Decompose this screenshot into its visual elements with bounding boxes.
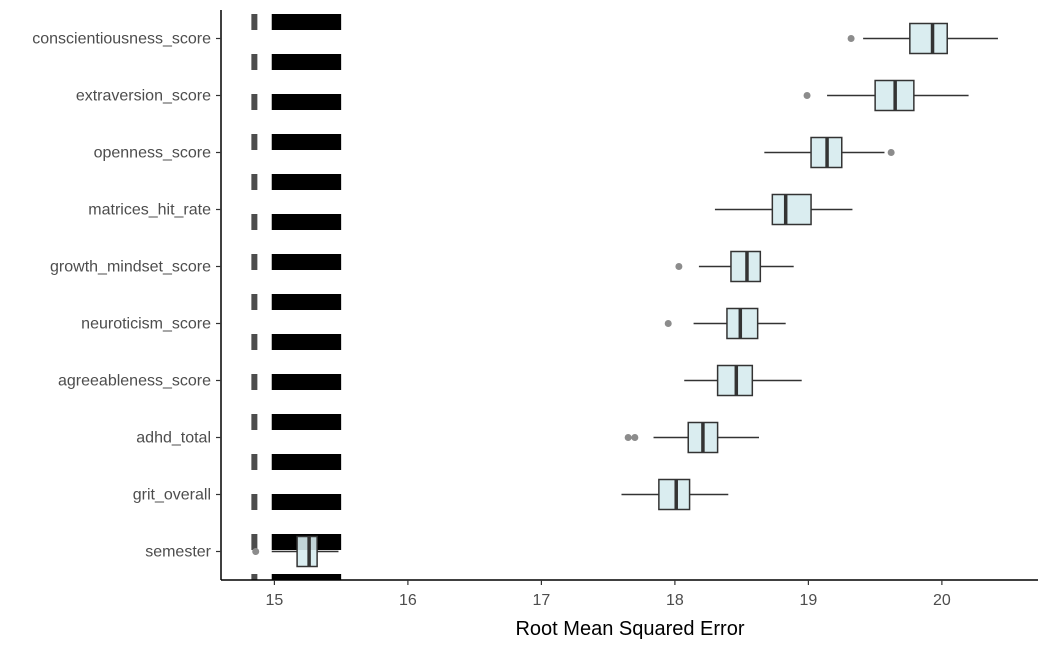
axes-layer: conscientiousness_score extraversion_scor… xyxy=(32,10,1038,609)
box-grit_overall xyxy=(621,478,729,511)
box-matrices_hit_rate xyxy=(714,193,853,226)
y-tick-label: neuroticism_score xyxy=(81,316,211,333)
iqr-box xyxy=(658,478,691,511)
outlier-point xyxy=(631,434,639,441)
outlier-point xyxy=(887,149,895,156)
y-tick-label: agreeableness_score xyxy=(58,373,211,390)
iqr-box xyxy=(726,307,759,340)
reference-layer xyxy=(251,10,342,580)
x-tick-label: 18 xyxy=(666,592,684,609)
y-tick-label: adhd_total xyxy=(136,430,211,447)
box-adhd_total xyxy=(624,421,759,454)
x-tick-label: 16 xyxy=(399,592,417,609)
x-axis-label: Root Mean Squared Error xyxy=(515,618,744,640)
box-extraversion_score xyxy=(803,79,969,112)
iqr-box xyxy=(296,535,318,568)
box-neuroticism_score xyxy=(664,307,786,340)
box-semester xyxy=(252,535,339,568)
outlier-point xyxy=(675,263,683,270)
outlier-point xyxy=(847,35,855,42)
y-tick-label: conscientiousness_score xyxy=(32,31,211,48)
box-agreeableness_score xyxy=(684,364,802,397)
boxes-layer xyxy=(252,22,998,568)
y-tick-label: growth_mindset_score xyxy=(50,259,211,276)
outlier-point xyxy=(803,92,811,99)
outlier-point xyxy=(624,434,632,441)
x-tick-label: 17 xyxy=(532,592,550,609)
y-tick-label: grit_overall xyxy=(133,487,211,504)
box-conscientiousness_score xyxy=(847,22,998,55)
outlier-point xyxy=(252,548,260,555)
iqr-box xyxy=(771,193,812,226)
outlier-point xyxy=(664,320,672,327)
y-tick-label: extraversion_score xyxy=(76,88,211,105)
box-growth_mindset_score xyxy=(675,250,794,283)
x-tick-label: 15 xyxy=(266,592,284,609)
y-tick-label: matrices_hit_rate xyxy=(88,202,211,219)
x-tick-label: 20 xyxy=(933,592,951,609)
iqr-box xyxy=(909,22,948,55)
x-tick-label: 19 xyxy=(799,592,817,609)
box-openness_score xyxy=(764,136,895,169)
y-tick-label: semester xyxy=(145,544,211,561)
y-tick-label: openness_score xyxy=(94,145,212,162)
